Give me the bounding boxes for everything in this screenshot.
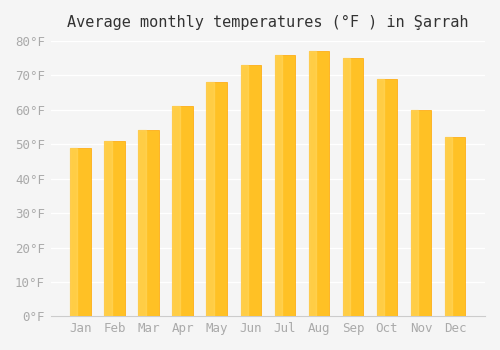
Bar	[138, 131, 159, 316]
Bar	[376, 79, 397, 316]
Bar	[240, 65, 248, 316]
Bar	[274, 55, 281, 316]
Bar	[172, 106, 193, 316]
Bar	[70, 148, 78, 316]
Bar	[240, 65, 261, 316]
Bar	[308, 51, 316, 316]
Bar	[376, 79, 384, 316]
Bar	[308, 51, 329, 316]
Bar	[70, 148, 90, 316]
Title: Average monthly temperatures (°F ) in Şarrah: Average monthly temperatures (°F ) in Şa…	[67, 15, 468, 30]
Bar	[172, 106, 180, 316]
Bar	[104, 141, 112, 316]
Bar	[342, 58, 363, 316]
Bar	[138, 131, 145, 316]
Bar	[206, 82, 227, 316]
Bar	[445, 137, 466, 316]
Bar	[206, 82, 214, 316]
Bar	[445, 137, 452, 316]
Bar	[411, 110, 418, 316]
Bar	[342, 58, 350, 316]
Bar	[411, 110, 431, 316]
Bar	[274, 55, 295, 316]
Bar	[104, 141, 125, 316]
